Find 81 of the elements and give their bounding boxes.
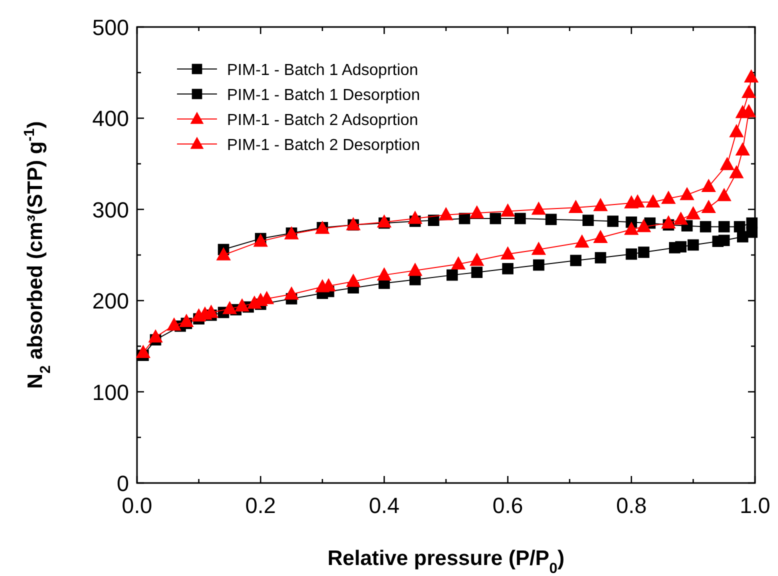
point: [167, 318, 181, 331]
point: [284, 287, 298, 300]
point: [446, 269, 458, 281]
point: [570, 254, 582, 266]
legend-label: PIM-1 - Batch 2 Desorption: [227, 137, 420, 154]
point: [346, 274, 360, 287]
point: [680, 188, 694, 200]
point: [594, 252, 606, 264]
y-tick-label: 0: [116, 471, 129, 496]
point: [736, 106, 750, 118]
point: [624, 222, 638, 235]
legend-label: PIM-1 - Batch 1 Adsoprtion: [227, 62, 418, 79]
point: [674, 212, 688, 225]
point: [470, 253, 484, 266]
point: [662, 216, 676, 228]
y-tick-label: 400: [92, 106, 129, 132]
point: [408, 211, 422, 224]
point: [646, 194, 660, 208]
point: [636, 220, 651, 232]
point: [718, 221, 730, 232]
y-tick-label: 100: [92, 380, 129, 405]
point: [470, 206, 484, 218]
point: [730, 124, 744, 138]
point: [717, 188, 731, 202]
point: [532, 202, 546, 215]
point: [594, 230, 608, 244]
point: [533, 259, 544, 271]
point: [638, 246, 650, 258]
point: [568, 200, 583, 213]
point: [502, 263, 514, 274]
point: [736, 142, 750, 156]
point: [744, 70, 758, 83]
y-tick-label: 200: [92, 288, 129, 314]
y-tick-label: 500: [92, 15, 129, 40]
point: [718, 234, 730, 246]
y-tick-label: 300: [92, 197, 129, 222]
point: [148, 330, 162, 342]
point: [471, 266, 483, 278]
x-tick-label: 0.6: [492, 493, 524, 518]
x-tick-label: 1.0: [740, 493, 770, 518]
point: [607, 216, 619, 227]
point: [746, 217, 758, 229]
point: [532, 242, 546, 255]
point: [582, 214, 594, 226]
point: [720, 158, 734, 170]
legend-label: PIM-1 - Batch 2 Adsoprtion: [227, 112, 418, 129]
point: [180, 314, 194, 327]
point: [428, 214, 440, 226]
point: [439, 208, 453, 220]
x-tick-label: 0.2: [245, 493, 276, 518]
point: [626, 248, 638, 260]
point: [500, 204, 515, 217]
point: [594, 198, 608, 212]
x-tick-label: 0.8: [616, 493, 647, 518]
point: [216, 248, 230, 260]
point: [734, 221, 746, 232]
point: [575, 235, 589, 248]
point: [742, 86, 756, 98]
point: [545, 214, 557, 226]
point: [377, 268, 392, 280]
point: [662, 191, 676, 204]
point: [500, 246, 515, 260]
point: [136, 345, 150, 358]
point: [730, 166, 744, 178]
point: [688, 239, 699, 251]
point: [675, 241, 686, 252]
point: [222, 302, 237, 314]
point: [490, 212, 502, 224]
point: [452, 256, 466, 270]
point: [700, 221, 712, 232]
point: [702, 179, 716, 192]
point: [235, 298, 249, 312]
x-tick-label: 0.4: [368, 493, 400, 518]
point: [514, 212, 526, 224]
point: [254, 234, 268, 247]
point: [408, 263, 422, 276]
legend-label: PIM-1 - Batch 1 Desorption: [227, 87, 420, 104]
x-axis-title: Relative pressure (P/P$_{0}$): [328, 547, 564, 576]
x-tick-label: 0.0: [122, 493, 152, 518]
point: [702, 200, 716, 213]
point: [686, 206, 700, 220]
